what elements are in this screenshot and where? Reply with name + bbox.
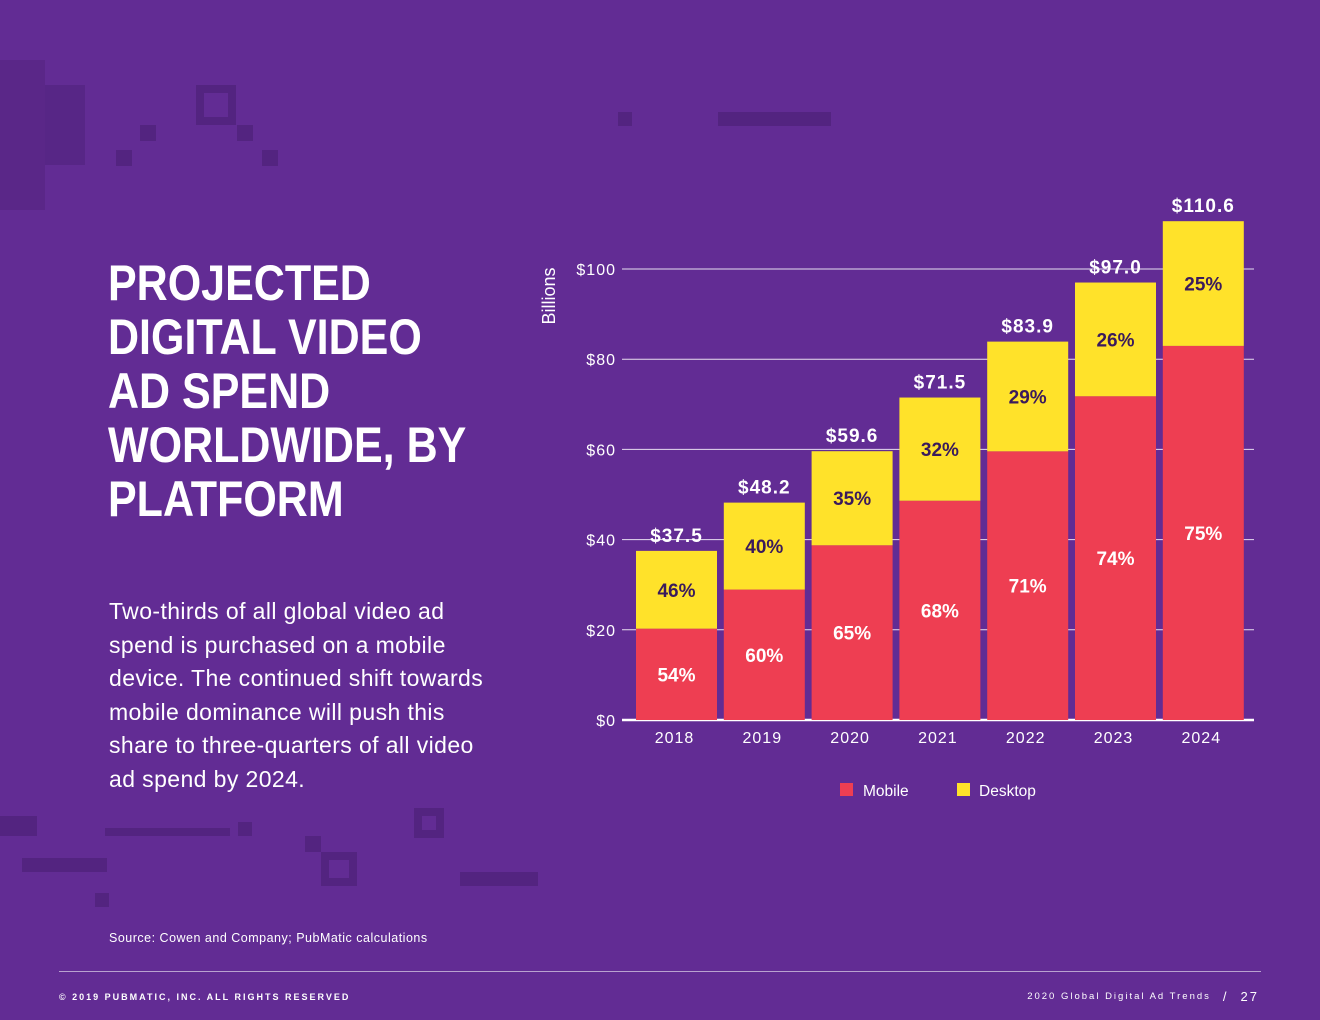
bar-desktop xyxy=(1162,221,1244,346)
mobile-share-label: 74% xyxy=(1096,549,1134,570)
y-tick-label: $0 xyxy=(596,713,616,730)
decor-pixels xyxy=(618,112,632,126)
copyright-text: © 2019 PubMatic, Inc. All rights reserve… xyxy=(59,992,351,1002)
y-tick-label: $40 xyxy=(586,533,616,550)
bar-desktop xyxy=(899,397,981,501)
decor-bar xyxy=(22,858,107,872)
x-tick-label: 2023 xyxy=(1094,730,1134,747)
bar-desktop xyxy=(811,451,893,546)
mobile-share-label: 54% xyxy=(657,665,695,686)
bar-total-label: $110.6 xyxy=(1172,196,1235,217)
decor-pixels xyxy=(305,836,321,852)
mobile-share-label: 75% xyxy=(1184,524,1222,545)
bar-total-label: $97.0 xyxy=(1089,258,1142,279)
y-tick-label: $100 xyxy=(576,262,616,279)
legend-swatch-mobile xyxy=(840,783,853,796)
y-tick-label: $60 xyxy=(586,442,616,459)
legend-label-mobile: Mobile xyxy=(863,783,909,800)
bar-total-label: $37.5 xyxy=(650,526,703,547)
decor-bar xyxy=(718,112,831,126)
page-title: Projected Digital Video Ad Spend Worldwi… xyxy=(108,255,466,527)
decor-square xyxy=(321,852,357,886)
bar-mobile xyxy=(723,589,805,720)
bar-total-label: $59.6 xyxy=(826,426,879,447)
source-note: Source: Cowen and Company; PubMatic calc… xyxy=(109,931,428,945)
bar-desktop xyxy=(1075,282,1156,397)
bar-desktop xyxy=(636,550,717,629)
bar-total-label: $71.5 xyxy=(914,373,967,394)
decor-square xyxy=(196,85,236,125)
mobile-share-label: 60% xyxy=(745,646,783,667)
x-tick-label: 2021 xyxy=(918,730,958,747)
mobile-share-label: 65% xyxy=(833,624,871,645)
x-tick-label: 2022 xyxy=(1006,730,1046,747)
decor-square xyxy=(414,808,444,838)
bar-total-label: $48.2 xyxy=(738,478,791,499)
bar-mobile xyxy=(987,451,1069,720)
desktop-share-label: 29% xyxy=(1009,387,1047,408)
footer-separator: / xyxy=(1222,989,1229,1004)
decor-pixels xyxy=(116,150,132,166)
footer-report: 2020 Global Digital Ad Trends / 27 xyxy=(1027,989,1259,1004)
decor-pixels xyxy=(238,822,252,836)
decor-pixels xyxy=(0,60,45,210)
decor-pixels xyxy=(262,150,278,166)
x-tick-label: 2024 xyxy=(1182,730,1222,747)
x-tick-label: 2020 xyxy=(830,730,870,747)
y-tick-label: $20 xyxy=(586,623,616,640)
decor-bar xyxy=(460,872,538,886)
desktop-share-label: 40% xyxy=(745,537,783,558)
x-tick-label: 2018 xyxy=(655,730,695,747)
desktop-share-label: 46% xyxy=(657,581,695,602)
desktop-share-label: 35% xyxy=(833,489,871,510)
legend-swatch-desktop xyxy=(957,783,970,796)
page-number: 27 xyxy=(1240,989,1259,1004)
bar-mobile xyxy=(1075,396,1156,720)
bar-mobile xyxy=(636,628,717,720)
y-axis-label: Billions xyxy=(539,267,559,324)
legend-label-desktop: Desktop xyxy=(979,783,1036,800)
footer-divider xyxy=(59,971,1261,972)
description-text: Two-thirds of all global video ad spend … xyxy=(109,598,484,792)
bar-mobile xyxy=(811,545,893,720)
desktop-share-label: 32% xyxy=(921,440,959,461)
mobile-share-label: 68% xyxy=(921,601,959,622)
bar-total-label: $83.9 xyxy=(1001,317,1054,338)
mobile-share-label: 71% xyxy=(1009,577,1047,598)
decor-pixels xyxy=(45,85,85,165)
x-tick-label: 2019 xyxy=(743,730,783,747)
y-tick-label: $80 xyxy=(586,352,616,369)
bar-mobile xyxy=(899,500,981,720)
bar-desktop xyxy=(987,341,1069,452)
decor-pixels xyxy=(0,816,37,836)
decor-pixels xyxy=(95,893,109,907)
decor-bar xyxy=(105,828,230,836)
decor-pixels xyxy=(140,125,156,141)
desktop-share-label: 25% xyxy=(1184,275,1222,296)
bar-mobile xyxy=(1162,345,1244,720)
decor-pixels xyxy=(237,125,253,141)
report-title: 2020 Global Digital Ad Trends xyxy=(1027,991,1211,1002)
desktop-share-label: 26% xyxy=(1096,330,1134,351)
bar-desktop xyxy=(723,502,805,590)
